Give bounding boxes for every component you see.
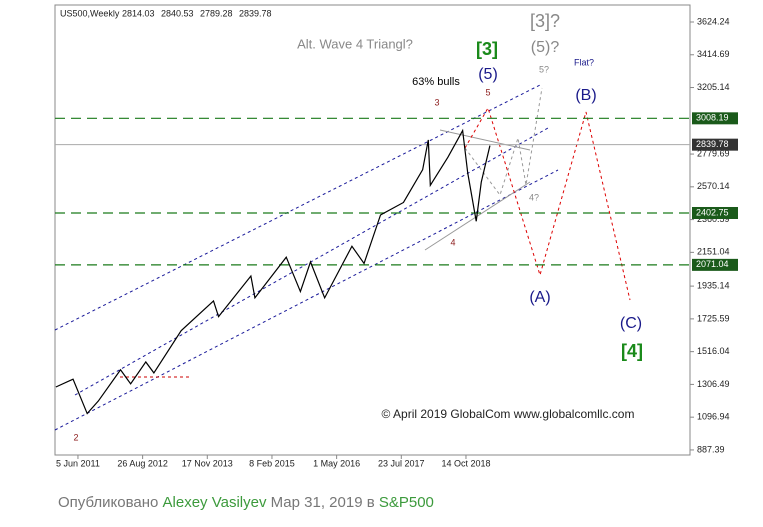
annotation: 4? <box>529 192 539 202</box>
x-tick-label: 8 Feb 2015 <box>249 458 295 468</box>
ohlc-value: 2814.03 <box>122 8 155 18</box>
y-tick-label: 1725.59 <box>697 313 730 323</box>
annotation: [3]? <box>530 11 560 31</box>
chart: Alt. Wave 4 Triangl? 63% bulls [3] (5) 3… <box>54 4 738 468</box>
y-tick-label: 3414.69 <box>697 49 730 59</box>
footer-prefix: Опубликовано <box>58 494 159 511</box>
annotation: [3] <box>476 39 498 59</box>
annotation: [4] <box>621 341 643 361</box>
annotation: 3 <box>434 97 439 107</box>
annotation: 63% bulls <box>412 76 460 88</box>
level-label: 2402.75 <box>696 207 729 217</box>
level-label: 3008.19 <box>696 113 729 123</box>
annotation: (5) <box>478 66 498 83</box>
y-tick-label: 1306.49 <box>697 379 730 389</box>
x-tick-label: 26 Aug 2012 <box>117 458 168 468</box>
level-label-bg <box>692 112 738 125</box>
ohlc-value: 2789.28 <box>200 8 233 18</box>
ohlc-value: 2840.53 <box>161 8 194 18</box>
annotation: (C) <box>620 315 642 332</box>
channel <box>54 84 559 431</box>
x-tick-label: 5 Jun 2011 <box>56 458 100 468</box>
copyright: © April 2019 GlobalCom www.globalcomllc.… <box>382 407 635 421</box>
annotation: 4 <box>450 237 455 247</box>
annotations: Alt. Wave 4 Triangl? 63% bulls [3] (5) 3… <box>73 11 643 443</box>
x-tick-label: 1 May 2016 <box>313 458 360 468</box>
plot-frame <box>54 4 691 456</box>
last-price-label: 2839.78 <box>696 139 729 149</box>
annotation: 5 <box>485 87 490 97</box>
ohlc-value: 2839.78 <box>239 8 272 18</box>
wave-projection <box>464 106 631 301</box>
footer-date: Мар 31, 2019 в <box>270 494 375 511</box>
level-label-bg <box>692 206 738 219</box>
y-tick-label: 1096.94 <box>697 412 730 422</box>
x-tick-label: 23 Jul 2017 <box>378 458 425 468</box>
x-tick-label: 17 Nov 2013 <box>182 458 233 468</box>
y-tick-label: 2570.14 <box>697 181 730 191</box>
level-label-bg <box>692 258 738 271</box>
annotation: Flat? <box>574 57 594 67</box>
annotation: 2 <box>73 432 78 442</box>
annotation: 5? <box>539 64 549 74</box>
y-tick-label: 3624.24 <box>697 16 730 26</box>
y-tick-label: 1516.04 <box>697 346 730 356</box>
triangle-lines <box>424 129 531 251</box>
y-tick-label: 1935.14 <box>697 280 730 290</box>
annotation: Alt. Wave 4 Triangl? <box>297 36 413 51</box>
x-tick-label: 14 Oct 2018 <box>441 458 490 468</box>
y-tick-label: 887.39 <box>697 444 725 454</box>
annotation: (A) <box>529 289 550 306</box>
alt-projection <box>464 87 543 197</box>
footer-symbol[interactable]: S&P500 <box>378 494 434 511</box>
symbol: US500,Weekly <box>60 8 120 18</box>
level-label: 2071.04 <box>696 259 729 269</box>
last-price-bg <box>692 138 738 151</box>
annotation: (B) <box>575 87 596 104</box>
y-tick-label: 3205.14 <box>697 82 730 92</box>
y-tick-label: 2779.69 <box>697 148 730 158</box>
footer-author[interactable]: Alexey Vasilyev <box>162 494 267 511</box>
footer: Опубликовано Alexey Vasilyev Мар 31, 201… <box>58 494 434 511</box>
annotation: (5)? <box>531 39 560 56</box>
price-line <box>55 128 491 415</box>
y-tick-label: 2151.04 <box>697 247 730 257</box>
